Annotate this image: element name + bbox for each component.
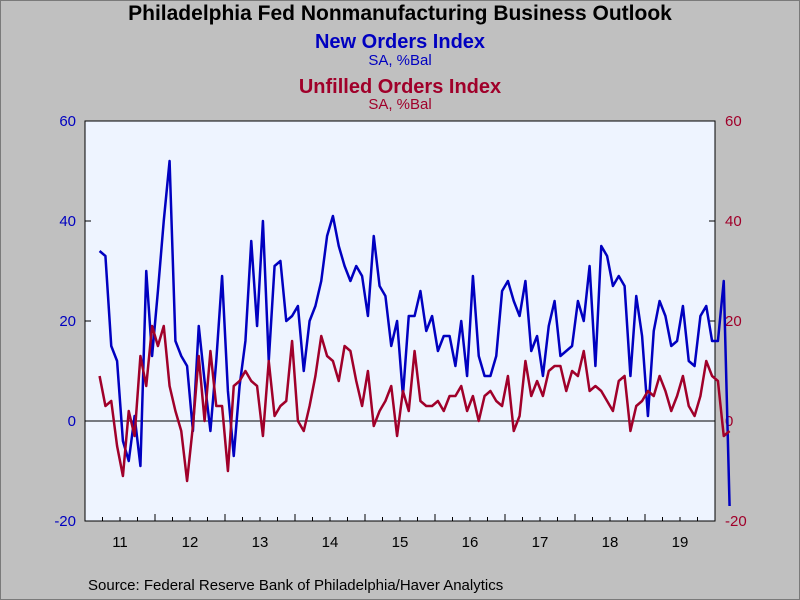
series-2-unit: SA, %Bal bbox=[368, 96, 432, 113]
right-axis-tick-label: 0 bbox=[725, 413, 733, 430]
series-1-name: New Orders Index bbox=[314, 31, 486, 53]
plot-area bbox=[84, 120, 716, 522]
source-note: Source: Federal Reserve Bank of Philadel… bbox=[88, 577, 504, 594]
chart-title: Philadelphia Fed Nonmanufacturing Busine… bbox=[128, 2, 672, 25]
series-line-1 bbox=[98, 159, 731, 507]
x-axis-tick-label: 11 bbox=[112, 534, 128, 551]
x-axis-tick-label: 15 bbox=[392, 534, 409, 551]
right-axis-tick-label: 20 bbox=[725, 313, 742, 330]
left-axis-tick-label: 20 bbox=[59, 313, 76, 330]
x-axis-tick-label: 19 bbox=[672, 534, 689, 551]
x-axis-tick-label: 14 bbox=[322, 534, 339, 551]
left-axis-tick-label: 60 bbox=[59, 113, 76, 130]
series-line-2 bbox=[98, 324, 731, 483]
right-axis-tick-label: 40 bbox=[725, 213, 742, 230]
x-axis-tick-label: 12 bbox=[182, 534, 199, 551]
x-axis-tick-label: 13 bbox=[252, 534, 269, 551]
left-axis-tick-label: 0 bbox=[68, 413, 76, 430]
x-axis-tick-label: 17 bbox=[532, 534, 549, 551]
x-axis-tick-label: 18 bbox=[602, 534, 619, 551]
x-axis-tick-label: 16 bbox=[462, 534, 479, 551]
left-axis-tick-label: -20 bbox=[54, 513, 76, 530]
right-axis-tick-label: -20 bbox=[725, 513, 747, 530]
right-axis-tick-label: 60 bbox=[725, 113, 742, 130]
series-1-unit: SA, %Bal bbox=[368, 52, 432, 69]
left-axis-tick-label: 40 bbox=[59, 213, 76, 230]
series-2-name: Unfilled Orders Index bbox=[298, 76, 502, 98]
